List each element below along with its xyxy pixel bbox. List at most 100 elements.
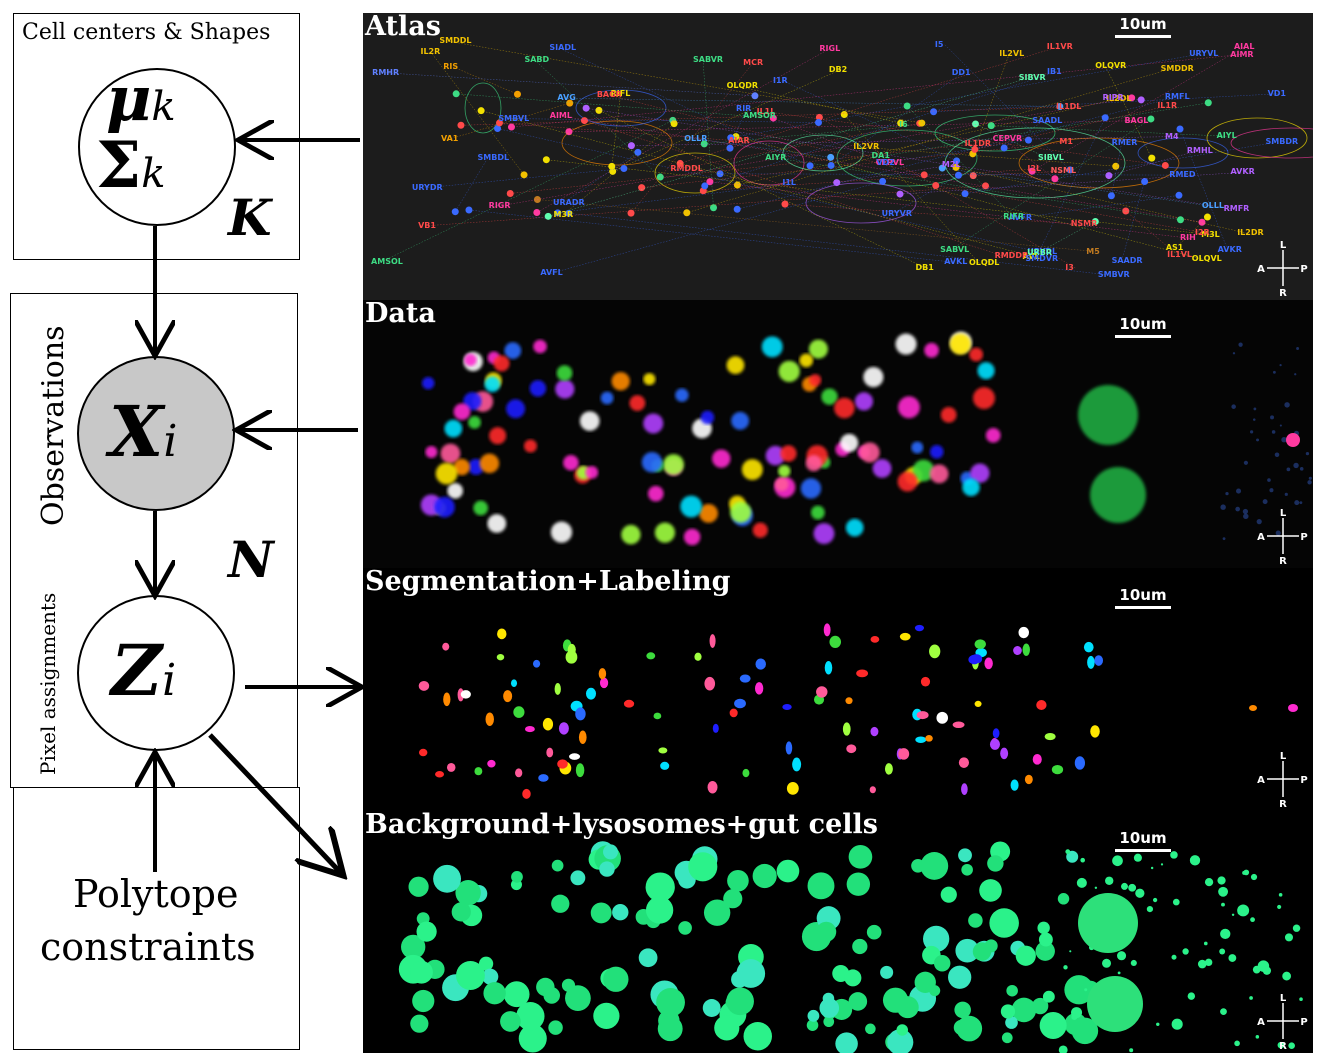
data-nucleus [840,433,859,453]
atlas-cell-label: I2L [1027,163,1042,173]
background-blob [1000,1004,1016,1019]
atlas-shape-ellipse [1230,127,1313,159]
data-lysosome-speck [1271,430,1276,434]
background-blob [1037,921,1050,935]
atlas-leader-line [973,171,1061,176]
background-blob [455,880,481,906]
x-symbol: X [109,390,164,473]
data-lysosome-speck [1281,436,1287,443]
atlas-shape-ellipse [464,82,502,134]
data-nucleus [479,453,500,474]
atlas-cell-label: CEPVL [875,158,905,168]
atlas-cell-label: DB1 [915,262,934,272]
segmented-cell [442,642,450,651]
atlas-cell-label: URYDL [1027,246,1058,256]
atlas-cell-label: AVFR [1008,213,1032,223]
data-nucleus [533,339,547,354]
segmented-cell [525,725,535,733]
atlas-cell-dot [751,92,759,100]
data-nucleus [863,367,884,388]
atlas-cell-dot [833,179,841,187]
data-nucleus [447,483,463,499]
data-nucleus [487,514,507,533]
lysosome-dot [1203,941,1208,946]
atlas-cell-label: RMDDR [994,251,1029,261]
data-nucleus [422,376,435,390]
atlas-cell-label: AIML [549,110,572,120]
data-nucleus [529,380,547,397]
atlas-cell-label: IL2R [420,46,441,56]
atlas-cell-dot [683,209,691,217]
background-blob [410,960,433,984]
background-blob [896,1024,908,1036]
atlas-title: Atlas [365,13,441,42]
data-nucleus [563,454,579,471]
data-nucleus [897,396,920,419]
background-blob [984,939,998,953]
background-blob [603,844,619,860]
atlas-drawing [380,41,1313,276]
atlas-cell-label: URADR [552,197,585,207]
data-lysosome-speck [1279,363,1282,367]
background-blob [776,859,800,883]
data-nucleus [506,399,526,419]
atlas-cell-label: IB1 [1047,66,1062,76]
atlas-leader-line [449,41,922,124]
data-lysosome-speck [1243,460,1249,465]
atlas-cell-dot [582,104,590,112]
atlas-cell-label: VA1 [440,133,459,143]
data-lysosome-speck [1222,537,1226,541]
atlas-leader-line [844,114,980,264]
atlas-cell-dot [815,118,823,126]
lysosome-dot [1220,928,1231,940]
atlas-leader-line [497,128,1038,252]
atlas-cell-label: AIYR [765,152,787,162]
lysosome-dot [1076,877,1087,888]
lysosome-dot [1189,855,1201,866]
lysosome-dot [1065,849,1071,855]
segmentation-scale-label: 10um [1119,586,1167,604]
atlas-cell-label: SMDDL [439,36,472,46]
lysosome-dot [1277,904,1282,909]
atlas-cell-label: AVG [557,93,576,103]
atlas-cell-label: AIMR [1230,49,1254,59]
atlas-cell-label: SMBVR [1097,269,1130,279]
atlas-cell-dot [627,142,635,150]
segmented-cell [694,652,702,661]
atlas-cell-dot [477,107,485,115]
atlas-leader-line [559,115,1203,223]
atlas-cell-dot [806,162,814,170]
lysosome-dot [1058,1045,1068,1053]
data-lysosome-speck [1256,438,1260,442]
atlas-leader-line [933,93,1278,113]
background-blob [846,872,871,896]
compass-arrows: L R A P [1257,508,1308,567]
atlas-cell-dot [827,161,835,169]
background-blob [723,889,743,909]
segmented-cell [707,780,718,794]
atlas-label-layer: AMSOL I2L NSML IL2DL IL2VL M3L OLLL OLQVL BAGL IL… [363,13,1313,300]
atlas-leader-line [694,138,831,158]
background-blob [940,886,957,903]
data-lysosome-speck [1243,513,1249,520]
data-scale-label: 10um [1119,315,1167,333]
background-blob [401,934,426,960]
background-blob [590,902,612,924]
atlas-leader-line [891,175,959,215]
atlas-cell-label: MCR [743,57,764,67]
atlas-cell-dot [1204,99,1212,107]
lysosome-dot [1219,948,1226,955]
lysosome-dot [1117,971,1121,975]
segmented-cell [1074,756,1086,770]
atlas-cell-dot [1198,218,1206,226]
mu-sigma-node: μk Σk [78,62,236,226]
data-nucleus [675,388,689,402]
compass-l: L [1280,508,1287,519]
atlas-cell-label: RIFL [610,89,631,99]
data-lysosome-speck [1238,342,1243,347]
segmented-cell [816,686,828,698]
atlas-leader-line [611,94,621,167]
background-blob [548,1020,563,1035]
data-nucleus [1286,433,1300,447]
atlas-cell-label: RMHR [372,67,400,77]
